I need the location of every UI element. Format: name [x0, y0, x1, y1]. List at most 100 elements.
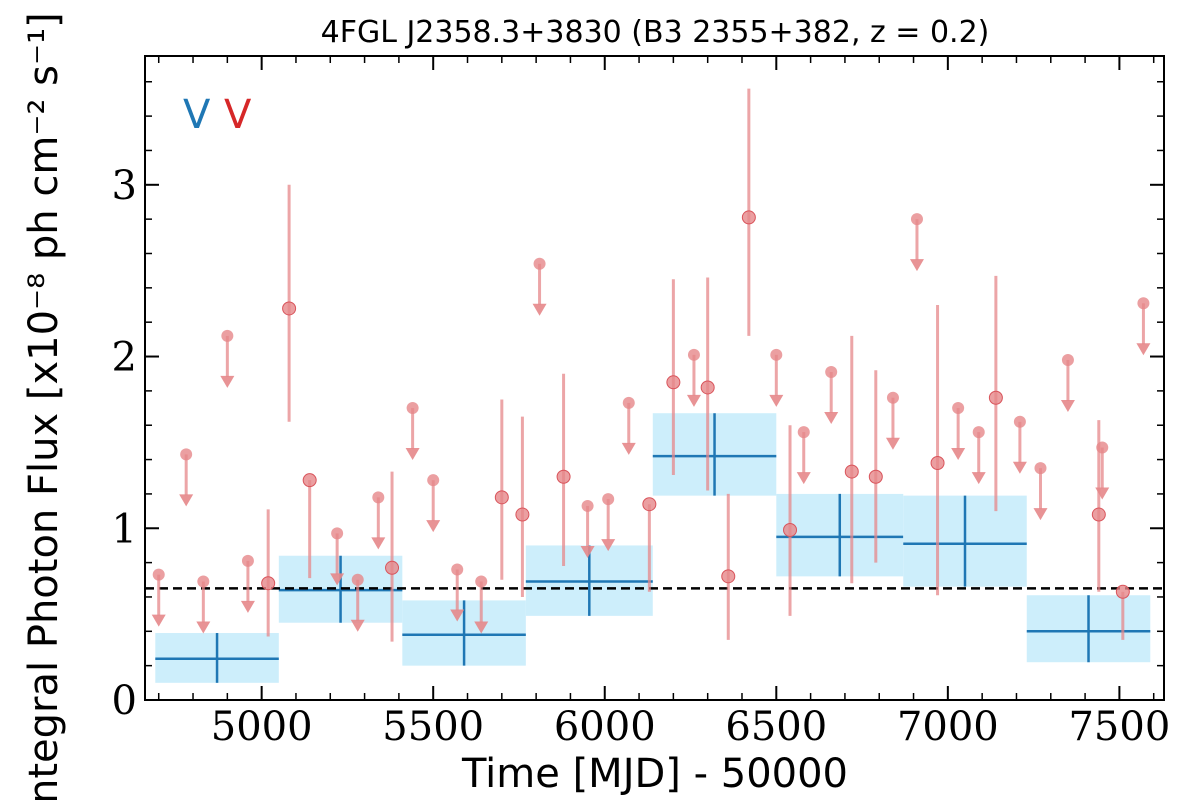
upper-limit-arrow-head	[179, 494, 194, 507]
detection-marker	[556, 469, 571, 484]
detection-marker	[494, 490, 509, 505]
upper-limit-marker	[886, 391, 899, 404]
detection-marker	[783, 522, 798, 537]
upper-limit-16	[686, 348, 701, 407]
detection-point-14	[868, 370, 883, 563]
detection-point-0	[282, 184, 297, 422]
upper-limit-marker	[372, 491, 385, 504]
y-tick-label: 1	[112, 506, 137, 552]
upper-limit-marker	[1061, 353, 1074, 366]
detection-point-12	[783, 425, 798, 616]
detection-point-6	[556, 373, 571, 567]
upper-limit-27	[1095, 441, 1110, 500]
upper-limit-arrow-head	[474, 621, 489, 634]
y-tick-label: 0	[112, 678, 137, 724]
flux-bin-7	[1026, 595, 1151, 663]
y-axis-label: Integral Photon Flux [x10⁻⁸ ph cm⁻² s⁻¹]	[21, 12, 67, 800]
upper-limit-12	[532, 257, 547, 316]
upper-limit-21	[909, 213, 924, 272]
upper-limit-marker	[475, 575, 488, 588]
upper-limit-arrow-head	[686, 394, 701, 407]
upper-limit-22	[951, 402, 966, 461]
detection-point-3	[261, 509, 276, 637]
upper-limit-arrow-head	[151, 614, 166, 627]
upper-limit-6	[350, 573, 365, 632]
upper-limit-13	[580, 499, 595, 558]
detection-point-11	[741, 88, 756, 336]
flux-bin-4	[652, 413, 777, 496]
upper-limit-28	[1136, 297, 1151, 356]
detection-marker	[1115, 584, 1130, 599]
upper-limit-marker	[241, 554, 254, 567]
upper-limit-arrow-head	[330, 573, 345, 586]
upper-limit-marker	[180, 448, 193, 461]
upper-limit-marker	[1013, 415, 1026, 428]
detection-point-18	[1115, 584, 1130, 640]
detection-marker	[666, 375, 681, 390]
upper-limit-marker	[687, 348, 700, 361]
tick-labels: 5000 5500 6000 6500 7000 7500 0 1 2 3	[112, 163, 1171, 750]
upper-limit-arrow-head	[371, 537, 386, 550]
upper-limit-7	[371, 491, 386, 550]
detection-marker	[282, 301, 297, 316]
upper-limit-marker	[952, 402, 965, 415]
upper-limit-arrow-head	[796, 472, 811, 485]
upper-limit-arrow-head	[196, 621, 211, 634]
x-tick-label: 5000	[211, 704, 313, 750]
detection-point-8	[666, 279, 681, 476]
upper-limit-24	[1012, 415, 1027, 474]
detection-marker	[868, 469, 883, 484]
upper-limit-5	[330, 527, 345, 586]
plot-border	[144, 55, 1165, 701]
detection-point-16	[988, 275, 1003, 512]
upper-limit-marker	[581, 499, 594, 512]
legend-entry-red: V	[224, 92, 252, 138]
upper-limit-arrow-head	[426, 520, 441, 533]
upper-limit-marker	[825, 365, 838, 378]
detection-marker	[642, 497, 657, 512]
detection-point-15	[930, 305, 945, 596]
x-tick-label: 7000	[897, 704, 999, 750]
detection-marker	[844, 464, 859, 479]
upper-limit-23	[971, 426, 986, 485]
upper-limit-arrow-head	[971, 472, 986, 485]
upper-limit-arrow-head	[405, 448, 420, 461]
upper-limit-arrow-head	[1012, 461, 1027, 474]
upper-limit-marker	[910, 213, 923, 226]
upper-limit-marker	[797, 426, 810, 439]
y-tick-label: 2	[112, 335, 137, 381]
upper-limit-26	[1060, 353, 1075, 412]
upper-limit-4	[240, 554, 255, 613]
detection-marker	[741, 210, 756, 225]
detection-marker	[1091, 507, 1106, 522]
upper-limit-arrow-head	[1033, 508, 1048, 521]
upper-limit-18	[796, 426, 811, 485]
upper-limit-marker	[972, 426, 985, 439]
detection-point-9	[700, 277, 715, 491]
legend-entry-blue: V	[183, 92, 211, 138]
x-axis-label: Time [MJD] - 50000	[461, 751, 848, 797]
upper-limit-2	[196, 575, 211, 634]
upper-limit-11	[474, 575, 489, 634]
upper-limit-3	[220, 329, 235, 388]
x-tick-label: 7500	[1068, 704, 1170, 750]
upper-limit-marker	[331, 527, 344, 540]
detection-marker	[930, 456, 945, 471]
upper-limit-9	[426, 474, 441, 533]
upper-limit-arrow-head	[909, 259, 924, 272]
upper-limit-1	[179, 448, 194, 507]
upper-limit-arrow-head	[580, 545, 595, 558]
upper-limit-marker	[1096, 441, 1109, 454]
upper-limit-arrow-head	[450, 609, 465, 622]
upper-limit-20	[885, 391, 900, 450]
upper-limit-marker	[1137, 297, 1150, 310]
flux-bin-5	[776, 493, 904, 577]
upper-limit-10	[450, 563, 465, 622]
data-points-layer	[151, 88, 1151, 642]
detection-point-10	[721, 493, 736, 640]
y-tick-label: 3	[112, 163, 137, 209]
upper-limit-25	[1033, 462, 1048, 521]
upper-limit-marker	[152, 568, 165, 581]
upper-limit-marker	[770, 348, 783, 361]
